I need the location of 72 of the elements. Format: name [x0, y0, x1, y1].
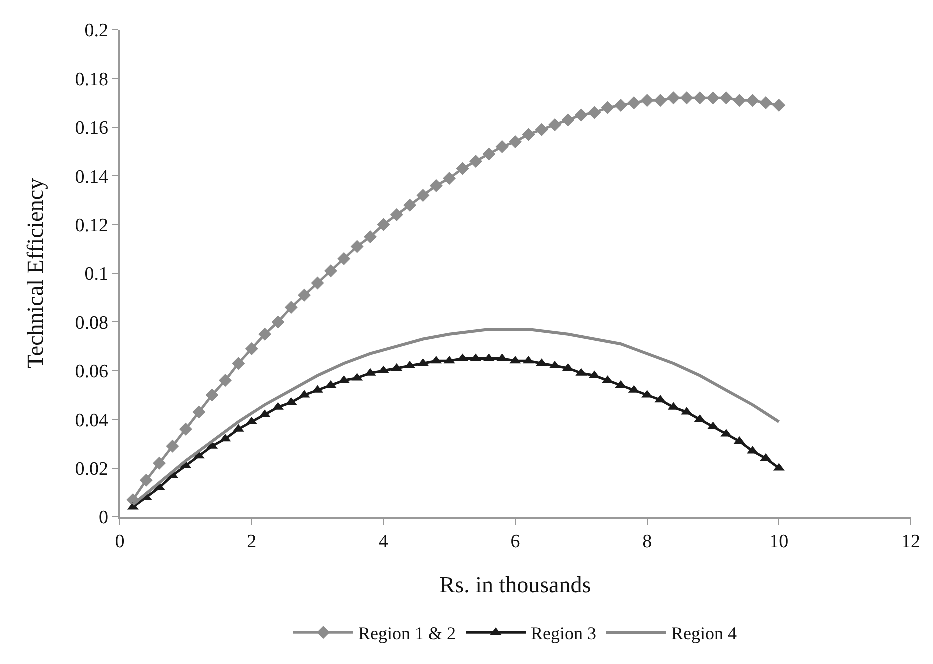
x-tick-label: 6 [510, 532, 520, 553]
point [377, 218, 390, 232]
legend-label: Region 3 [531, 624, 596, 644]
point [614, 98, 628, 112]
point [232, 357, 246, 370]
legend-label: Region 1 & 2 [358, 624, 456, 644]
y-tick-label: 0 [98, 508, 108, 529]
y-tick-label: 0.12 [75, 215, 108, 236]
point [416, 189, 430, 202]
point [258, 328, 272, 341]
y-tick-label: 0.14 [75, 166, 109, 188]
point [772, 98, 786, 112]
point [694, 92, 707, 105]
point [680, 92, 694, 105]
y-tick-label: 0.04 [75, 410, 109, 432]
point [706, 92, 720, 105]
point [456, 162, 470, 176]
point [272, 316, 285, 329]
y-tick-label: 0.1 [84, 264, 108, 286]
point [654, 94, 668, 108]
point [509, 136, 522, 149]
point [601, 101, 614, 114]
point [245, 342, 258, 356]
legend-label: Region 4 [672, 624, 737, 644]
point [548, 118, 562, 132]
point [640, 94, 654, 108]
x-axis-title: Rs. in thousands [440, 572, 592, 598]
point [364, 230, 377, 244]
x-tick-label: 12 [902, 532, 920, 553]
point [350, 240, 364, 254]
point [218, 374, 232, 388]
point [746, 94, 760, 108]
x-tick-label: 4 [378, 532, 389, 553]
point [430, 179, 443, 192]
point [140, 474, 153, 487]
x-tick-label: 0 [115, 532, 125, 553]
point [179, 422, 192, 436]
y-tick-label: 0.08 [75, 312, 108, 334]
point [733, 94, 746, 108]
point [311, 276, 324, 290]
point [390, 208, 404, 222]
point [298, 288, 312, 302]
point [535, 123, 548, 136]
y-tick-label: 0.06 [75, 362, 108, 383]
x-tick-label: 2 [247, 532, 257, 553]
point [404, 198, 417, 212]
y-tick-label: 0.02 [75, 458, 108, 480]
point [482, 148, 496, 161]
point [522, 128, 536, 142]
point [469, 154, 482, 168]
point [192, 406, 206, 419]
point [667, 92, 680, 105]
x-tick-label: 10 [770, 532, 789, 553]
y-tick-label: 0.16 [75, 118, 108, 140]
point [759, 96, 772, 110]
point [443, 172, 456, 186]
point [153, 456, 166, 470]
y-tick-label: 0.2 [84, 20, 108, 42]
point [720, 92, 733, 105]
point [628, 96, 641, 110]
point [496, 140, 509, 154]
point [166, 440, 180, 453]
point [574, 108, 588, 122]
point [206, 388, 219, 402]
y-axis-title: Technical Efficiency [23, 178, 48, 369]
point [324, 264, 338, 278]
x-tick-label: 8 [642, 532, 652, 553]
point [588, 106, 602, 120]
point [338, 252, 351, 266]
point [284, 301, 298, 314]
point [562, 114, 575, 127]
y-tick-label: 0.18 [75, 69, 108, 90]
